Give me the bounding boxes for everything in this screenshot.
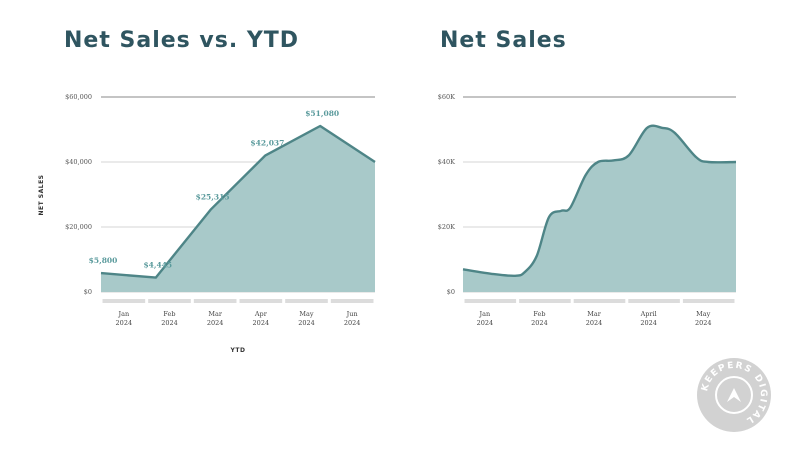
x-tick-year: 2024 <box>161 319 178 327</box>
x-tick-year: 2024 <box>477 319 494 327</box>
chart-title-net-sales: Net Sales <box>440 28 567 53</box>
x-tick-month: Feb <box>163 310 175 318</box>
x-axis-label: YTD <box>230 347 246 354</box>
data-label: $4,445 <box>143 261 172 270</box>
keepers-digital-logo: KEEPERS DIGITAL <box>697 358 771 432</box>
x-tick-month: May <box>299 310 314 318</box>
x-tick-month: Jan <box>479 310 491 318</box>
x-tick-month: Jun <box>346 310 358 318</box>
x-axis-segment <box>239 299 283 303</box>
x-tick-year: 2024 <box>116 319 133 327</box>
logo-compass-needle-icon <box>727 388 741 402</box>
data-label: $51,080 <box>305 109 339 118</box>
y-tick-label: $20K <box>438 223 455 231</box>
x-tick-month: Jan <box>117 310 129 318</box>
area-line <box>100 124 376 279</box>
y-tick-label: $20,000 <box>65 223 92 231</box>
x-axis-segment <box>464 299 517 303</box>
x-axis-segment <box>102 299 146 303</box>
x-tick-month: April <box>640 310 657 318</box>
x-tick-year: 2024 <box>586 319 603 327</box>
x-tick-year: 2024 <box>531 319 548 327</box>
y-tick-label: $0 <box>447 288 455 296</box>
area-fill <box>101 126 375 292</box>
x-tick-month: Mar <box>208 310 223 318</box>
x-axis-segment <box>193 299 237 303</box>
x-tick-month: Apr <box>254 310 268 318</box>
x-tick-year: 2024 <box>253 319 270 327</box>
area-line <box>462 124 737 278</box>
x-tick-year: 2024 <box>695 319 712 327</box>
area-fill <box>463 125 736 292</box>
data-label: $25,315 <box>196 193 230 202</box>
x-axis-segment <box>330 299 374 303</box>
x-axis-segment <box>148 299 191 303</box>
y-tick-label: $60,000 <box>65 93 92 101</box>
logo-compass-ring-icon <box>715 376 753 414</box>
y-tick-label: $60K <box>438 93 455 101</box>
y-tick-label: $40K <box>438 158 455 166</box>
x-axis-segment <box>519 299 571 303</box>
x-tick-year: 2024 <box>640 319 657 327</box>
data-label: $5,800 <box>89 256 118 265</box>
x-tick-month: May <box>696 310 711 318</box>
x-tick-year: 2024 <box>207 319 224 327</box>
chart-title-net-sales-vs-ytd: Net Sales vs. YTD <box>64 28 300 53</box>
x-axis-segment <box>285 299 328 303</box>
x-tick-month: Feb <box>533 310 545 318</box>
x-axis-segment <box>628 299 680 303</box>
y-tick-label: $0 <box>84 288 92 296</box>
y-tick-label: $40,000 <box>65 158 92 166</box>
x-tick-year: 2024 <box>344 319 361 327</box>
x-tick-month: Mar <box>587 310 602 318</box>
x-axis-segment <box>682 299 735 303</box>
data-label: $42,037 <box>250 138 284 147</box>
x-axis-segment <box>573 299 626 303</box>
y-axis-label: NET SALES <box>38 174 45 215</box>
x-tick-year: 2024 <box>298 319 315 327</box>
